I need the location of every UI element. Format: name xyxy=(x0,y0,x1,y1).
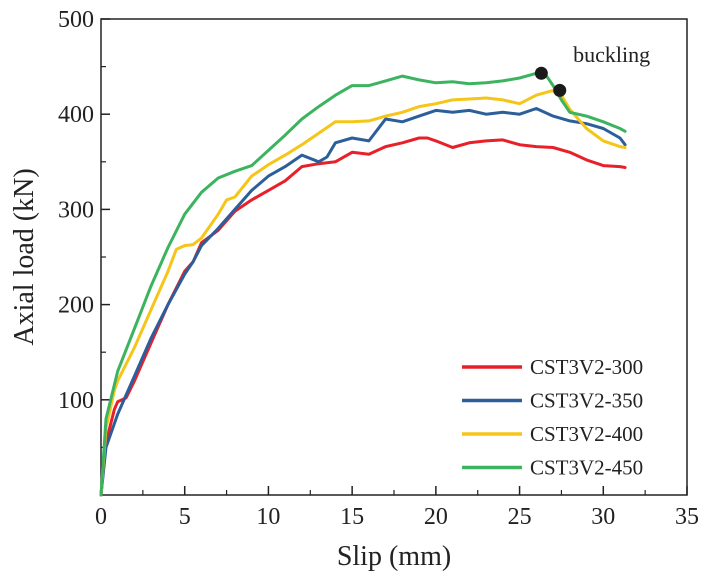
x-tick-label: 35 xyxy=(675,504,699,530)
x-tick-label: 10 xyxy=(256,504,280,530)
series-line-cst3v2-400 xyxy=(99,88,627,497)
buckling-annotation: buckling xyxy=(573,42,650,67)
x-tick-label: 30 xyxy=(591,504,615,530)
buckling-point xyxy=(534,66,548,80)
series-line-cst3v2-350 xyxy=(99,107,627,497)
legend-label: CST3V2-300 xyxy=(530,355,643,379)
x-tick-label: 25 xyxy=(508,504,532,530)
legend-label: CST3V2-450 xyxy=(530,456,643,480)
y-tick-label: 500 xyxy=(58,7,94,33)
x-tick-label: 20 xyxy=(424,504,448,530)
buckling-markers xyxy=(534,66,567,97)
x-tick-label: 5 xyxy=(179,504,191,530)
y-tick-label: 200 xyxy=(58,293,94,319)
x-axis-title: Slip (mm) xyxy=(337,541,451,572)
legend-label: CST3V2-400 xyxy=(530,422,643,446)
buckling-point xyxy=(553,83,567,97)
axes: 0 5 10 15 20 25 30 35 100 200 300 400 500 xyxy=(58,7,699,530)
y-tick-label: 400 xyxy=(58,102,94,128)
legend: CST3V2-300 CST3V2-350 CST3V2-400 CST3V2-450 xyxy=(462,355,643,480)
y-tick-label: 300 xyxy=(58,197,94,223)
x-tick-label: 15 xyxy=(340,504,364,530)
legend-label: CST3V2-350 xyxy=(530,389,643,413)
y-axis-title: Axial load (kN) xyxy=(9,168,40,345)
y-tick-label: 100 xyxy=(58,388,94,414)
x-tick-label: 0 xyxy=(95,504,107,530)
series-line-cst3v2-300 xyxy=(99,136,627,497)
